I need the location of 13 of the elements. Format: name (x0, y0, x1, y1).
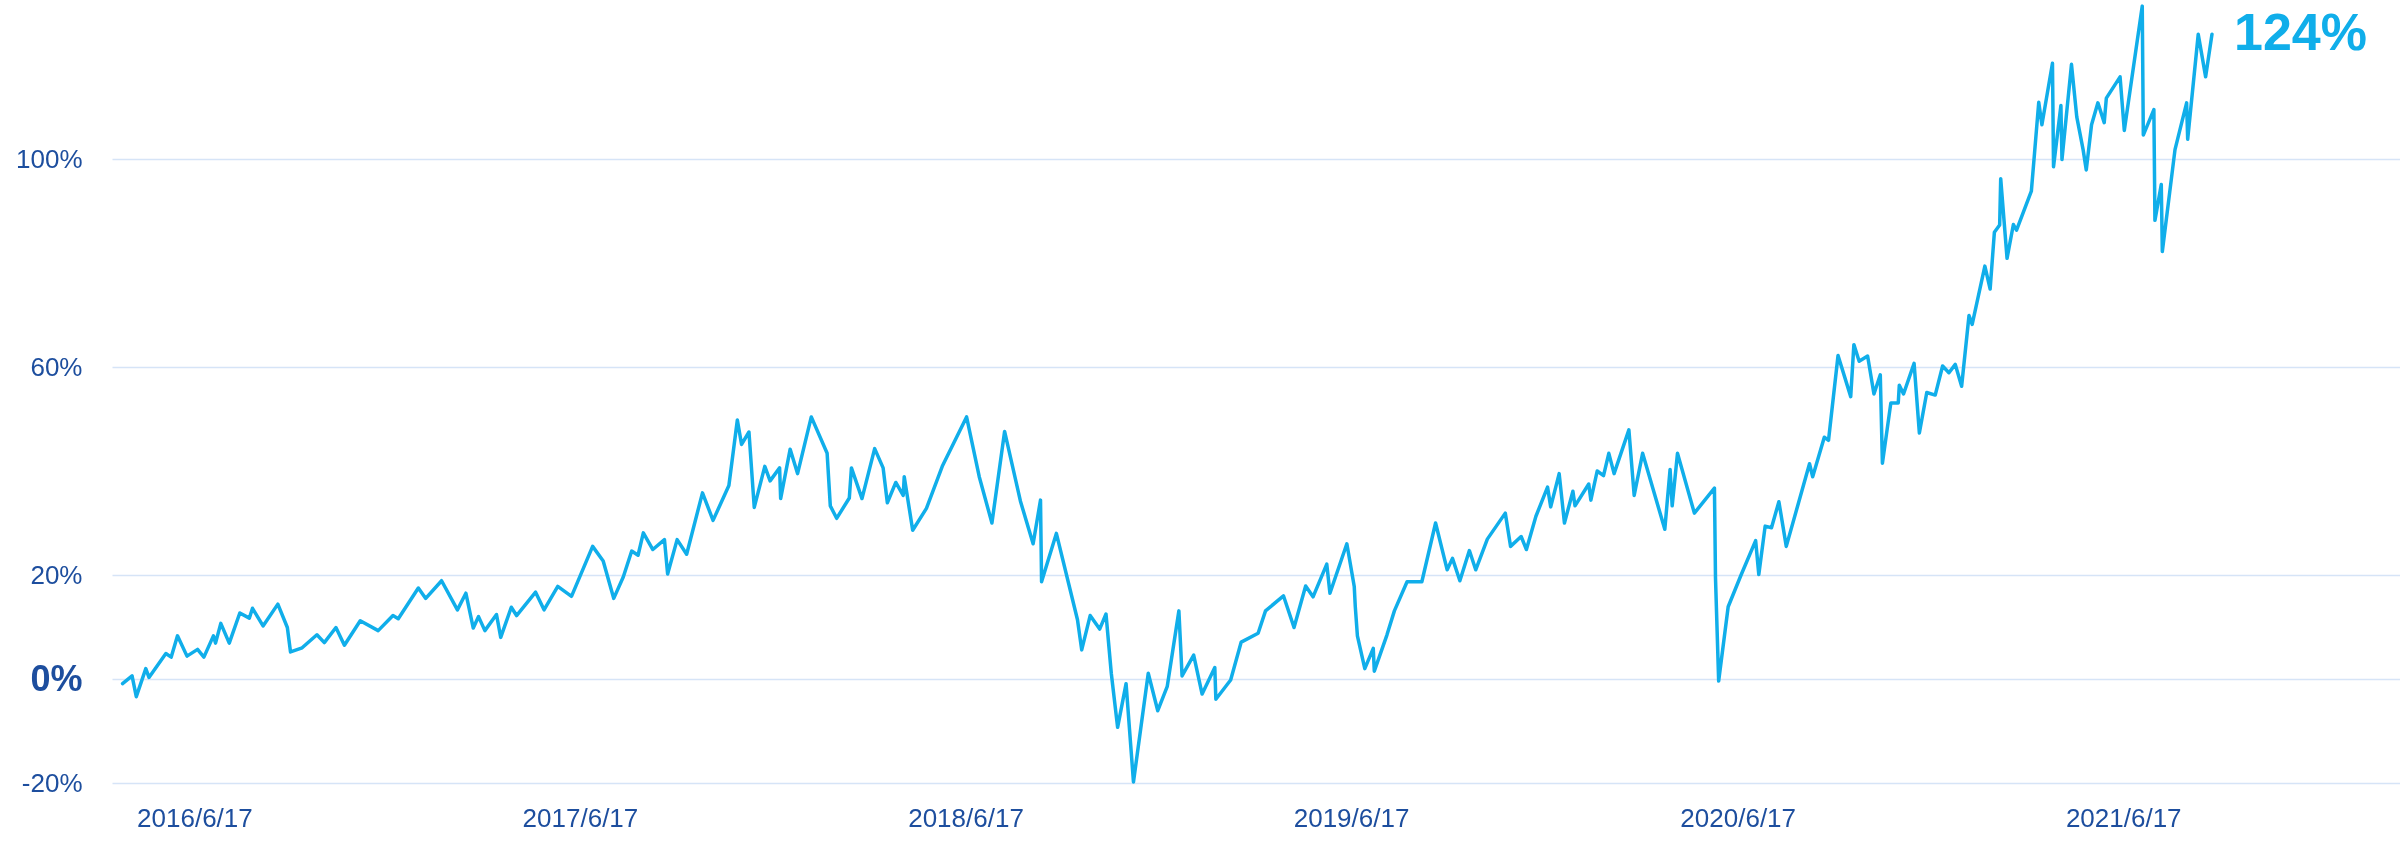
line-series (120, 4, 2214, 784)
y-tick-label: 0% (30, 657, 83, 699)
x-tick-label: 2020/6/17 (1680, 802, 1797, 833)
y-tick-label: 20% (30, 559, 83, 590)
y-tick-label: 100% (16, 143, 83, 174)
x-tick-label: 2017/6/17 (522, 802, 639, 833)
y-tick-label: 60% (30, 351, 83, 382)
x-tick-label: 2018/6/17 (908, 802, 1024, 833)
x-tick-label: 2021/6/17 (2065, 802, 2182, 833)
x-tick-label: 2016/6/17 (137, 802, 253, 833)
y-tick-label: -20% (21, 767, 83, 798)
annotation: 124% (2233, 3, 2367, 62)
x-tick-label: 2019/6/17 (1293, 802, 1410, 833)
